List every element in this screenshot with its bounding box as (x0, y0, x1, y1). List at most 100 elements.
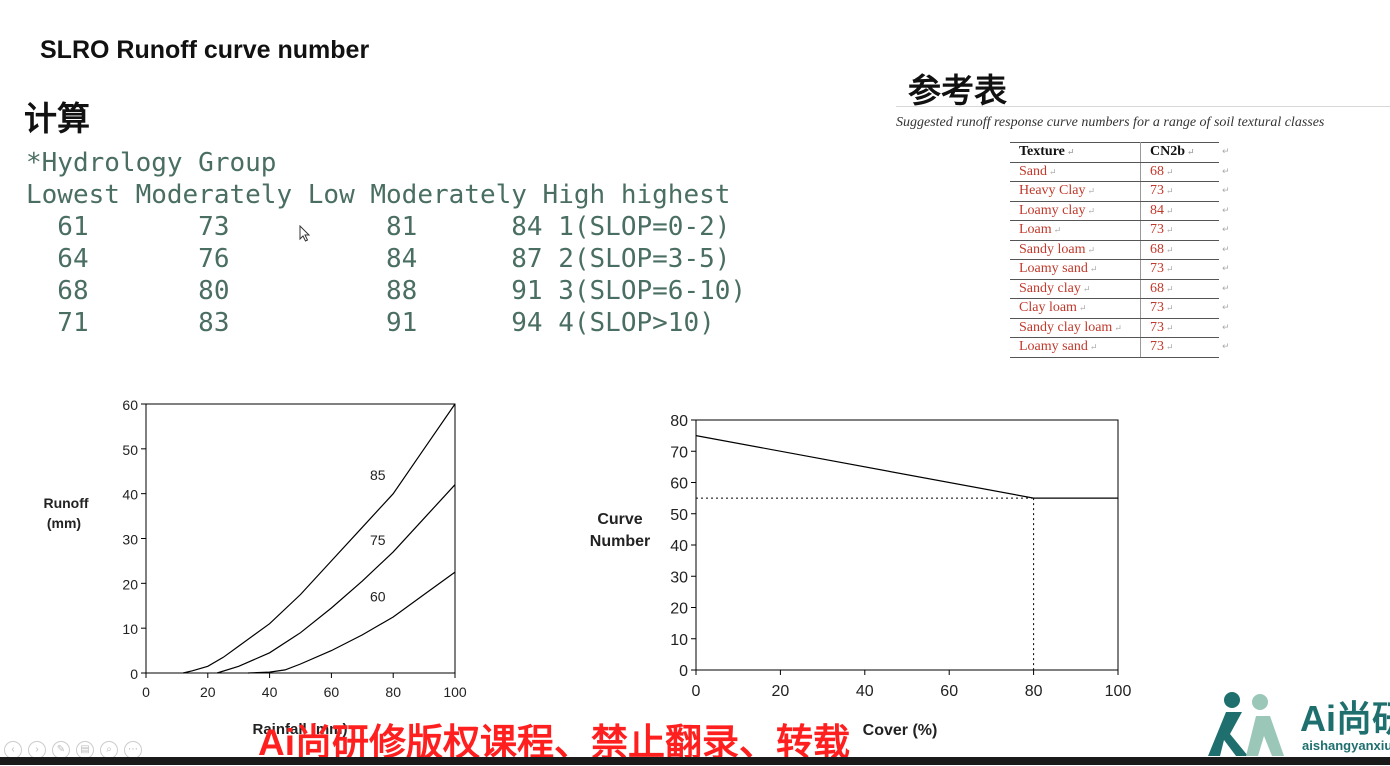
texture-value: Loamy sand (1019, 339, 1088, 355)
x-tick-label: 100 (1105, 683, 1132, 700)
paragraph-mark-icon: ↵ (1087, 244, 1096, 255)
y-tick-label: 80 (670, 413, 688, 430)
paragraph-mark-icon: ↵ (1082, 283, 1091, 294)
row-end-mark-icon: ↵ (1222, 321, 1230, 332)
paragraph-mark-icon: ↵ (1049, 166, 1057, 177)
cn2b-cell: 84 ↵ (1140, 201, 1219, 221)
y-tick-label: 60 (670, 476, 688, 493)
y-tick-label: 20 (122, 576, 138, 592)
y-tick-label: 30 (670, 569, 688, 586)
brand-logo-subtext: aishangyanxiu (1302, 738, 1390, 753)
slide-title: SLRO Runoff curve number (40, 36, 370, 64)
cn2b-cell: 73 ↵ (1140, 220, 1219, 241)
x-tick-label: 60 (940, 683, 958, 700)
table-row: Loam ↵ 73 ↵ (1010, 220, 1219, 241)
reference-rule (896, 106, 1390, 107)
row-end-mark-icon: ↵ (1222, 282, 1230, 293)
texture-value: Loam (1019, 222, 1052, 238)
calc-heading: 计算 (24, 100, 90, 137)
cn2b-cell: 73 ↵ (1140, 298, 1219, 319)
y-tick-label: 10 (670, 632, 688, 649)
row-end-mark-icon: ↵ (1222, 165, 1230, 176)
texture-cell: Sandy loam ↵ (1010, 240, 1141, 260)
y-axis-label-unit: (mm) (47, 515, 81, 531)
cn2b-cell: 73 ↵ (1140, 259, 1219, 280)
reference-caption: Suggested runoff response curve numbers … (896, 115, 1325, 130)
plot-area (695, 419, 1119, 671)
paragraph-mark-icon: ↵ (1166, 244, 1174, 255)
y-tick-label: 40 (670, 538, 688, 555)
texture-cell: Sand ↵ (1010, 162, 1141, 182)
series-label: 75 (370, 532, 386, 548)
x-axis-label: Cover (%) (863, 722, 938, 739)
paragraph-mark-icon: ↵ (1166, 225, 1174, 236)
x-tick-label: 60 (324, 684, 340, 700)
table-row: Heavy Clay ↵ 73 ↵ (1010, 181, 1219, 202)
paragraph-mark-icon: ↵ (1089, 342, 1098, 353)
y-tick-label: 10 (122, 621, 138, 637)
cn2b-cell: 73 ↵ (1140, 337, 1219, 358)
paragraph-mark-icon: ↵ (1114, 322, 1122, 333)
row-end-mark-icon: ↵ (1222, 263, 1230, 273)
row-end-mark-icon: ↵ (1222, 243, 1230, 254)
row-end-mark-icon: ↵ (1222, 185, 1230, 195)
paragraph-mark-icon: ↵ (1089, 264, 1098, 275)
mouse-cursor-icon (299, 225, 311, 242)
copyright-watermark: Ai尚研修版权课程、禁止翻录、转载 (258, 722, 850, 763)
paragraph-mark-icon: ↵ (1087, 205, 1096, 216)
brand-logo-text: Ai尚研 (1300, 698, 1390, 739)
curve-number-chart: 0 10 20 30 40 50 60 70 80 0 20 40 60 80 100 Curve Number… (590, 413, 1132, 739)
texture-cell: Loam ↵ (1010, 220, 1141, 241)
y-tick-label: 30 (122, 532, 138, 548)
texture-cell: Heavy Clay ↵ (1010, 181, 1141, 202)
paragraph-mark-icon: ↵ (1166, 205, 1174, 216)
hydrology-group-line: *Hydrology Group (26, 148, 277, 178)
texture-value: Loamy sand (1019, 261, 1088, 277)
table-row: Loamy sand ↵ 73 ↵ (1010, 337, 1219, 358)
y-tick-label: 0 (679, 663, 688, 680)
x-tick-label: 80 (1025, 683, 1043, 700)
row-end-mark-icon: ↵ (1222, 302, 1230, 312)
paragraph-mark-icon: ↵ (1166, 322, 1174, 333)
x-tick-label: 40 (262, 684, 278, 700)
series-label: 60 (370, 588, 386, 604)
paragraph-mark-icon: ↵ (1166, 166, 1174, 177)
paragraph-mark-icon: ↵ (1066, 147, 1075, 158)
header-texture-label: Texture (1019, 144, 1065, 160)
cn2b-value: 84 (1150, 202, 1164, 218)
texture-value: Loamy clay (1019, 202, 1086, 218)
y-tick-label: 50 (122, 442, 138, 458)
cn2b-value: 73 (1150, 319, 1164, 335)
header-cn2b: CN2b ↵ (1140, 142, 1219, 163)
y-tick-label: 40 (122, 487, 138, 503)
x-tick-label: 80 (385, 684, 401, 700)
row-end-mark-icon: ↵ (1222, 341, 1230, 351)
cn2b-cell: 68 ↵ (1140, 162, 1219, 182)
table-row: Loamy clay ↵ 84 ↵ (1010, 201, 1219, 221)
cn2b-cell: 68 ↵ (1140, 279, 1219, 299)
row-end-mark-icon: ↵ (1222, 146, 1230, 156)
paragraph-mark-icon: ↵ (1187, 147, 1195, 158)
y-axis-label-line2: Number (590, 533, 650, 550)
header-cn2b-label: CN2b (1150, 144, 1186, 160)
series-line-60 (247, 571, 456, 674)
table-row: Sandy clay ↵ 68 ↵ (1010, 279, 1219, 299)
series-label: 85 (370, 467, 386, 483)
reference-table: Texture ↵ CN2b ↵ Sand ↵ 68 ↵ Heavy Clay ↵ 73 ↵ Loa… (1010, 142, 1219, 358)
paragraph-mark-icon: ↵ (1166, 264, 1174, 275)
hydrology-row-2: 64 76 84 87 2(SLOP=3-5) (26, 244, 731, 274)
cn2b-value: 68 (1150, 241, 1164, 257)
reference-heading: 参考表 (908, 72, 1007, 109)
cn2b-value: 73 (1150, 300, 1164, 316)
table-row: Loamy sand ↵ 73 ↵ (1010, 259, 1219, 280)
runoff-chart: 0 10 20 30 40 50 60 0 20 40 60 80 100 85 75 60 Runoff (mm… (43, 397, 466, 738)
texture-cell: Loamy clay ↵ (1010, 201, 1141, 221)
cn2b-value: 73 (1150, 183, 1164, 199)
x-tick-label: 0 (692, 683, 701, 700)
table-row: Sandy loam ↵ 68 ↵ (1010, 240, 1219, 260)
paragraph-mark-icon: ↵ (1166, 303, 1174, 314)
table-row: Sand ↵ 68 ↵ (1010, 162, 1219, 182)
texture-cell: Loamy sand ↵ (1010, 259, 1141, 280)
y-axis-label: Runoff (43, 495, 88, 511)
texture-value: Sandy loam (1019, 241, 1086, 257)
